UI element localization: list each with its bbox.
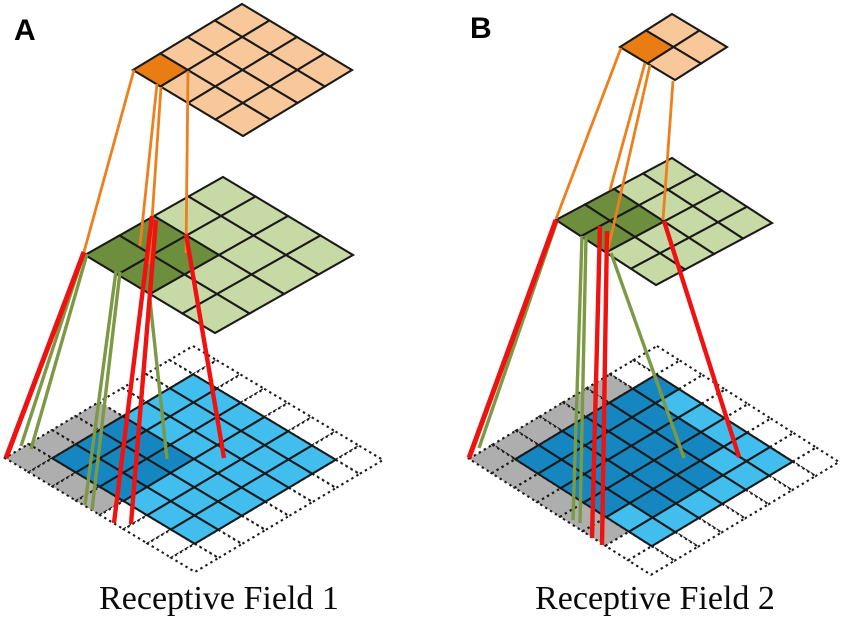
projection-line-orange bbox=[82, 69, 136, 253]
projection-line-red bbox=[111, 215, 155, 524]
projection-line-green bbox=[578, 236, 588, 524]
projection-line-green bbox=[609, 252, 686, 459]
projection-line-orange bbox=[138, 83, 159, 247]
projection-line-green bbox=[83, 270, 118, 506]
grid-cell bbox=[286, 416, 338, 447]
panel-b-middle-layer-grid bbox=[553, 156, 775, 287]
projection-line-green bbox=[571, 235, 584, 521]
grid-cell bbox=[169, 542, 221, 574]
projection-line-orange bbox=[661, 80, 675, 221]
projection-line-red bbox=[661, 220, 742, 458]
grid-cell bbox=[262, 401, 314, 433]
panel-a-label: A bbox=[14, 14, 36, 47]
projection-line-red bbox=[183, 233, 227, 459]
panel-a-caption: Receptive Field 1 bbox=[99, 580, 339, 617]
projection-line-green bbox=[147, 290, 169, 460]
grid-cell bbox=[626, 544, 677, 577]
grid-cell bbox=[213, 101, 273, 138]
projection-line-orange bbox=[608, 62, 647, 191]
grid-cell bbox=[2, 442, 55, 474]
projection-line-orange bbox=[606, 64, 652, 251]
panel-b-caption: Receptive Field 2 bbox=[535, 580, 775, 617]
grid-cell bbox=[168, 514, 221, 545]
projection-line-green bbox=[29, 253, 89, 450]
grid-cell bbox=[627, 516, 678, 548]
panel-b-label: B bbox=[470, 12, 492, 45]
grid-cell bbox=[214, 373, 267, 404]
projection-line-red bbox=[599, 230, 610, 546]
grids-layer bbox=[2, 2, 841, 577]
projection-line-orange bbox=[184, 70, 190, 254]
grid-cell bbox=[309, 430, 362, 461]
projection-line-red bbox=[589, 225, 603, 539]
panel-a-middle-layer-grid bbox=[82, 175, 356, 335]
projection-line-orange bbox=[554, 47, 623, 220]
projection-line-green bbox=[90, 271, 122, 511]
projection-line-red bbox=[3, 251, 87, 459]
panel-b-top-layer-grid bbox=[618, 12, 729, 82]
projection-line-red bbox=[128, 219, 159, 525]
grid-cell bbox=[238, 387, 291, 419]
panel-a-top-layer-grid bbox=[130, 2, 355, 138]
projection-line-red bbox=[466, 219, 559, 459]
grid-cell bbox=[191, 359, 243, 390]
grid-cell bbox=[645, 45, 703, 82]
panel-a-input-layer-grid bbox=[2, 344, 386, 574]
connection-lines-layer bbox=[3, 47, 742, 546]
panel-b-input-layer-grid bbox=[467, 344, 841, 577]
grid-cell bbox=[333, 444, 386, 476]
